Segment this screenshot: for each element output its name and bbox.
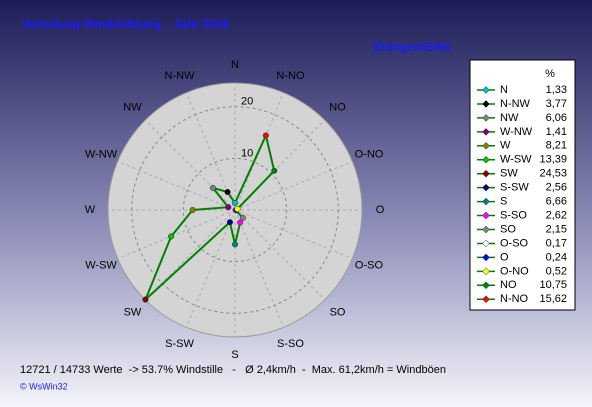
legend-label: S <box>500 196 507 208</box>
legend-label: W-SW <box>500 154 532 166</box>
legend-value: 10,75 <box>539 279 567 291</box>
r-tick-label: 20 <box>241 96 253 108</box>
legend-value: 1,41 <box>546 126 567 138</box>
direction-label: N <box>231 59 239 71</box>
legend-marker <box>482 211 490 220</box>
legend-marker <box>482 225 490 234</box>
legend-marker <box>482 86 490 94</box>
direction-label: SO <box>330 306 346 318</box>
r-tick-label: 10 <box>241 147 253 159</box>
legend-label: N-NW <box>500 98 531 110</box>
legend-value: 1,33 <box>546 84 567 96</box>
legend-value: 6,66 <box>546 196 567 208</box>
legend-marker <box>482 169 490 178</box>
chart-subtitle: Ettingen/Eifel <box>373 40 450 54</box>
legend-value: 6,06 <box>546 112 567 124</box>
legend-value: 0,17 <box>546 237 567 249</box>
legend-marker <box>482 295 490 304</box>
direction-label: W <box>85 204 96 216</box>
legend-label: O <box>500 251 509 263</box>
legend-label: SW <box>500 168 518 180</box>
legend-value: 2,62 <box>546 209 567 221</box>
legend-value: 2,56 <box>546 182 567 194</box>
legend-header: % <box>545 68 555 80</box>
legend-marker <box>482 239 490 248</box>
legend-marker <box>482 267 490 276</box>
data-point <box>225 204 232 211</box>
legend-label: SO <box>500 223 516 235</box>
direction-label: N-NO <box>276 70 305 82</box>
data-point <box>224 188 231 196</box>
legend-value: 0,24 <box>546 251 567 263</box>
legend-label: NO <box>500 279 517 291</box>
legend-label: W <box>500 140 511 152</box>
data-point <box>237 219 244 226</box>
data-point <box>168 233 175 240</box>
chart-title: Verteilung Windrichtung Jahr 2016 <box>22 17 230 31</box>
footer: 12721 / 14733 Werte -> 53.7% Windstille … <box>20 364 446 376</box>
legend-marker <box>482 197 490 206</box>
legend-label: S-SO <box>500 209 527 221</box>
direction-label: O-SO <box>355 259 384 271</box>
legend-label: NW <box>500 112 519 124</box>
legend-marker <box>482 281 490 290</box>
direction-label: S-SW <box>165 338 194 350</box>
legend-value: 3,77 <box>546 98 567 110</box>
direction-label: N-NW <box>165 70 196 82</box>
data-point <box>234 205 241 213</box>
legend-label: S-SW <box>500 182 529 194</box>
data-point <box>271 167 278 174</box>
legend-label: O-NO <box>500 265 529 277</box>
direction-label: O-NO <box>355 148 384 160</box>
legend-value: 8,21 <box>546 140 567 152</box>
legend-value: 2,15 <box>546 223 567 235</box>
direction-label: O <box>376 204 385 216</box>
legend-marker <box>482 183 490 192</box>
data-point <box>226 219 233 226</box>
direction-label: NO <box>329 101 346 113</box>
legend-label: O-SO <box>500 237 529 249</box>
legend-marker <box>482 100 490 108</box>
legend-value: 15,62 <box>539 293 567 305</box>
legend-marker <box>482 127 490 136</box>
legend-label: W-NW <box>500 126 533 138</box>
data-point <box>231 241 239 248</box>
legend-label: N-NO <box>500 293 529 305</box>
direction-label: NW <box>123 101 142 113</box>
data-point <box>262 132 269 139</box>
legend-label: N <box>500 84 508 96</box>
legend-marker <box>482 155 490 164</box>
direction-label: W-SW <box>85 259 117 271</box>
data-point <box>239 214 246 221</box>
legend-marker <box>482 141 490 150</box>
direction-label: S-SO <box>277 338 304 350</box>
data-point <box>142 296 149 303</box>
data-point <box>189 206 196 214</box>
direction-label: W-NW <box>85 148 118 160</box>
legend-value: 24,53 <box>539 168 567 180</box>
legend-value: 13,39 <box>539 154 567 166</box>
data-point <box>209 184 216 191</box>
legend-value: 0,52 <box>546 265 567 277</box>
direction-label: S <box>231 349 238 361</box>
direction-label: SW <box>124 306 142 318</box>
legend-marker <box>482 114 490 122</box>
grid-ring <box>131 106 339 314</box>
legend-marker <box>482 253 490 262</box>
credit: © WsWin32 <box>20 381 68 391</box>
data-point <box>231 200 239 207</box>
grid-ring <box>182 157 288 263</box>
